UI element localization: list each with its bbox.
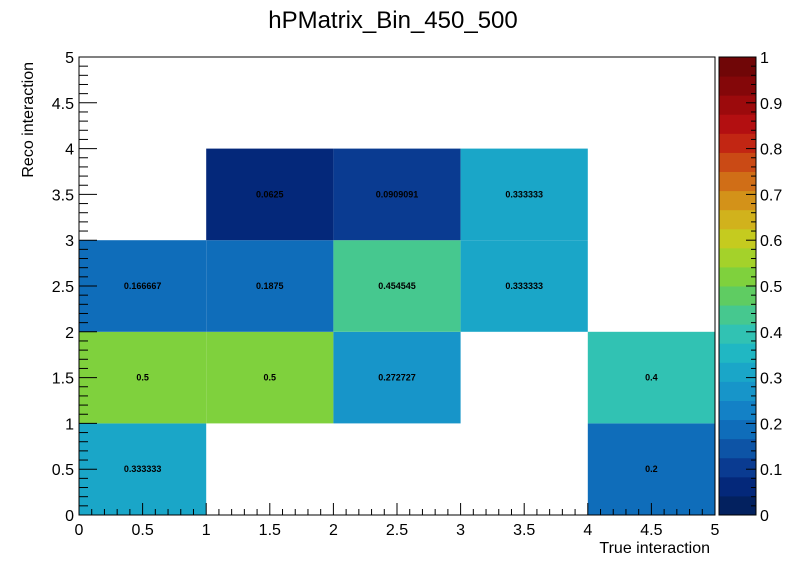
color-scale-axis: 0 0.1 0.2 0.3 0.4 0.5 0.6 0.7 0.8 0.9 1 <box>746 50 782 525</box>
color-scale-segment <box>719 305 756 325</box>
color-scale-segment <box>719 400 756 421</box>
heatmap-cell <box>79 331 207 424</box>
cell-value-label: 0.5 <box>136 373 149 383</box>
color-scale-segment <box>719 266 756 287</box>
cell-value-label: 0.166667 <box>124 281 162 291</box>
x-tick-label: 0 <box>75 522 84 539</box>
heatmap-cell <box>333 148 461 241</box>
color-scale-tick-label: 0.7 <box>760 187 782 204</box>
x-tick-label: 3 <box>456 522 465 539</box>
x-tick-label: 3.5 <box>513 522 535 539</box>
color-scale-tick-label: 0.8 <box>760 142 782 159</box>
color-scale-tick-label: 0.4 <box>760 325 782 342</box>
color-scale-segment <box>719 324 756 344</box>
heatmap-cell <box>460 148 588 241</box>
y-axis: 0 0.5 1 1.5 2 2.5 3 3.5 4 4.5 5 <box>52 50 97 525</box>
cell-value-labels: 0.333333 0.2 0.5 0.5 0.272727 0.4 0.166667 0.18… <box>124 189 658 474</box>
color-scale-segment <box>719 286 756 306</box>
color-scale-segment <box>719 247 756 268</box>
color-scale-tick-label: 0 <box>760 508 769 525</box>
y-tick-label: 4.5 <box>52 96 74 113</box>
y-axis-title: Reco interaction <box>20 62 37 178</box>
color-scale-segment <box>719 495 756 516</box>
color-scale-segment <box>719 114 756 134</box>
cell-value-label: 0.333333 <box>505 281 543 291</box>
color-scale-tick-label: 0.1 <box>760 462 782 479</box>
y-tick-label: 0 <box>65 508 74 525</box>
heatmap-cell <box>587 331 715 424</box>
chart-title: hPMatrix_Bin_450_500 <box>268 7 518 34</box>
color-scale-segment <box>719 209 756 230</box>
x-axis-title: True interaction <box>599 540 710 557</box>
heatmap-cell <box>206 240 334 332</box>
color-scale-segment <box>719 171 756 192</box>
cell-value-label: 0.0625 <box>256 189 284 199</box>
heatmap-cell <box>587 423 715 515</box>
cell-value-label: 0.272727 <box>378 373 416 383</box>
x-tick-label: 2 <box>329 522 338 539</box>
y-tick-label: 2 <box>65 325 74 342</box>
cell-value-label: 0.454545 <box>378 281 416 291</box>
cell-value-label: 0.2 <box>645 464 658 474</box>
color-scale-tick-label: 0.5 <box>760 279 782 296</box>
color-scale-segment <box>719 76 756 96</box>
color-scale-segment <box>719 133 756 153</box>
y-tick-label: 2.5 <box>52 279 74 296</box>
y-tick-label: 1 <box>65 416 74 433</box>
x-tick-label: 2.5 <box>386 522 408 539</box>
x-tick-label: 1.5 <box>259 522 281 539</box>
y-tick-label: 3.5 <box>52 187 74 204</box>
y-tick-label: 0.5 <box>52 462 74 479</box>
x-tick-label: 0.5 <box>131 522 153 539</box>
heatmap-cells <box>79 148 715 515</box>
x-tick-label: 4 <box>583 522 592 539</box>
y-tick-label: 4 <box>65 142 74 159</box>
heatmap-cell <box>333 331 461 424</box>
color-scale-segment <box>719 438 756 459</box>
color-scale-segment <box>719 476 756 497</box>
cell-value-label: 0.5 <box>264 373 277 383</box>
heatmap-cell <box>206 148 334 241</box>
heatmap-cell <box>79 423 207 515</box>
cell-value-label: 0.333333 <box>505 189 543 199</box>
color-scale-segment <box>719 419 756 440</box>
x-tick-label: 5 <box>711 522 720 539</box>
color-scale-segment <box>719 95 756 115</box>
color-scale-segment <box>719 457 756 478</box>
color-scale-segment <box>719 57 756 77</box>
color-scale-tick-label: 0.9 <box>760 96 782 113</box>
color-scale-tick-label: 0.3 <box>760 371 782 388</box>
cell-value-label: 0.0909091 <box>376 189 419 199</box>
heatmap-cell <box>206 331 334 424</box>
color-scale-segment <box>719 362 756 382</box>
cell-value-label: 0.4 <box>645 373 658 383</box>
cell-value-label: 0.333333 <box>124 464 162 474</box>
color-scale-segment <box>719 190 756 211</box>
color-scale-bar <box>718 56 757 516</box>
y-tick-label: 3 <box>65 233 74 250</box>
color-scale-segment <box>719 343 756 363</box>
x-tick-label: 4.5 <box>640 522 662 539</box>
x-axis: 0 0.5 1 1.5 2 2.5 3 3.5 4 4.5 5 <box>75 503 720 539</box>
heatmap-cell <box>460 240 588 332</box>
heatmap-cell <box>333 240 461 332</box>
color-scale-segment <box>719 228 756 249</box>
color-scale-segment <box>719 152 756 172</box>
color-scale-tick-label: 0.6 <box>760 233 782 250</box>
heatmap-cell <box>79 240 207 332</box>
x-tick-label: 1 <box>202 522 211 539</box>
color-scale-tick-label: 0.2 <box>760 416 782 433</box>
cell-value-label: 0.1875 <box>256 281 284 291</box>
color-scale-segment <box>719 381 756 401</box>
y-tick-label: 5 <box>65 50 74 67</box>
color-scale-tick-label: 1 <box>760 50 769 67</box>
y-tick-label: 1.5 <box>52 371 74 388</box>
